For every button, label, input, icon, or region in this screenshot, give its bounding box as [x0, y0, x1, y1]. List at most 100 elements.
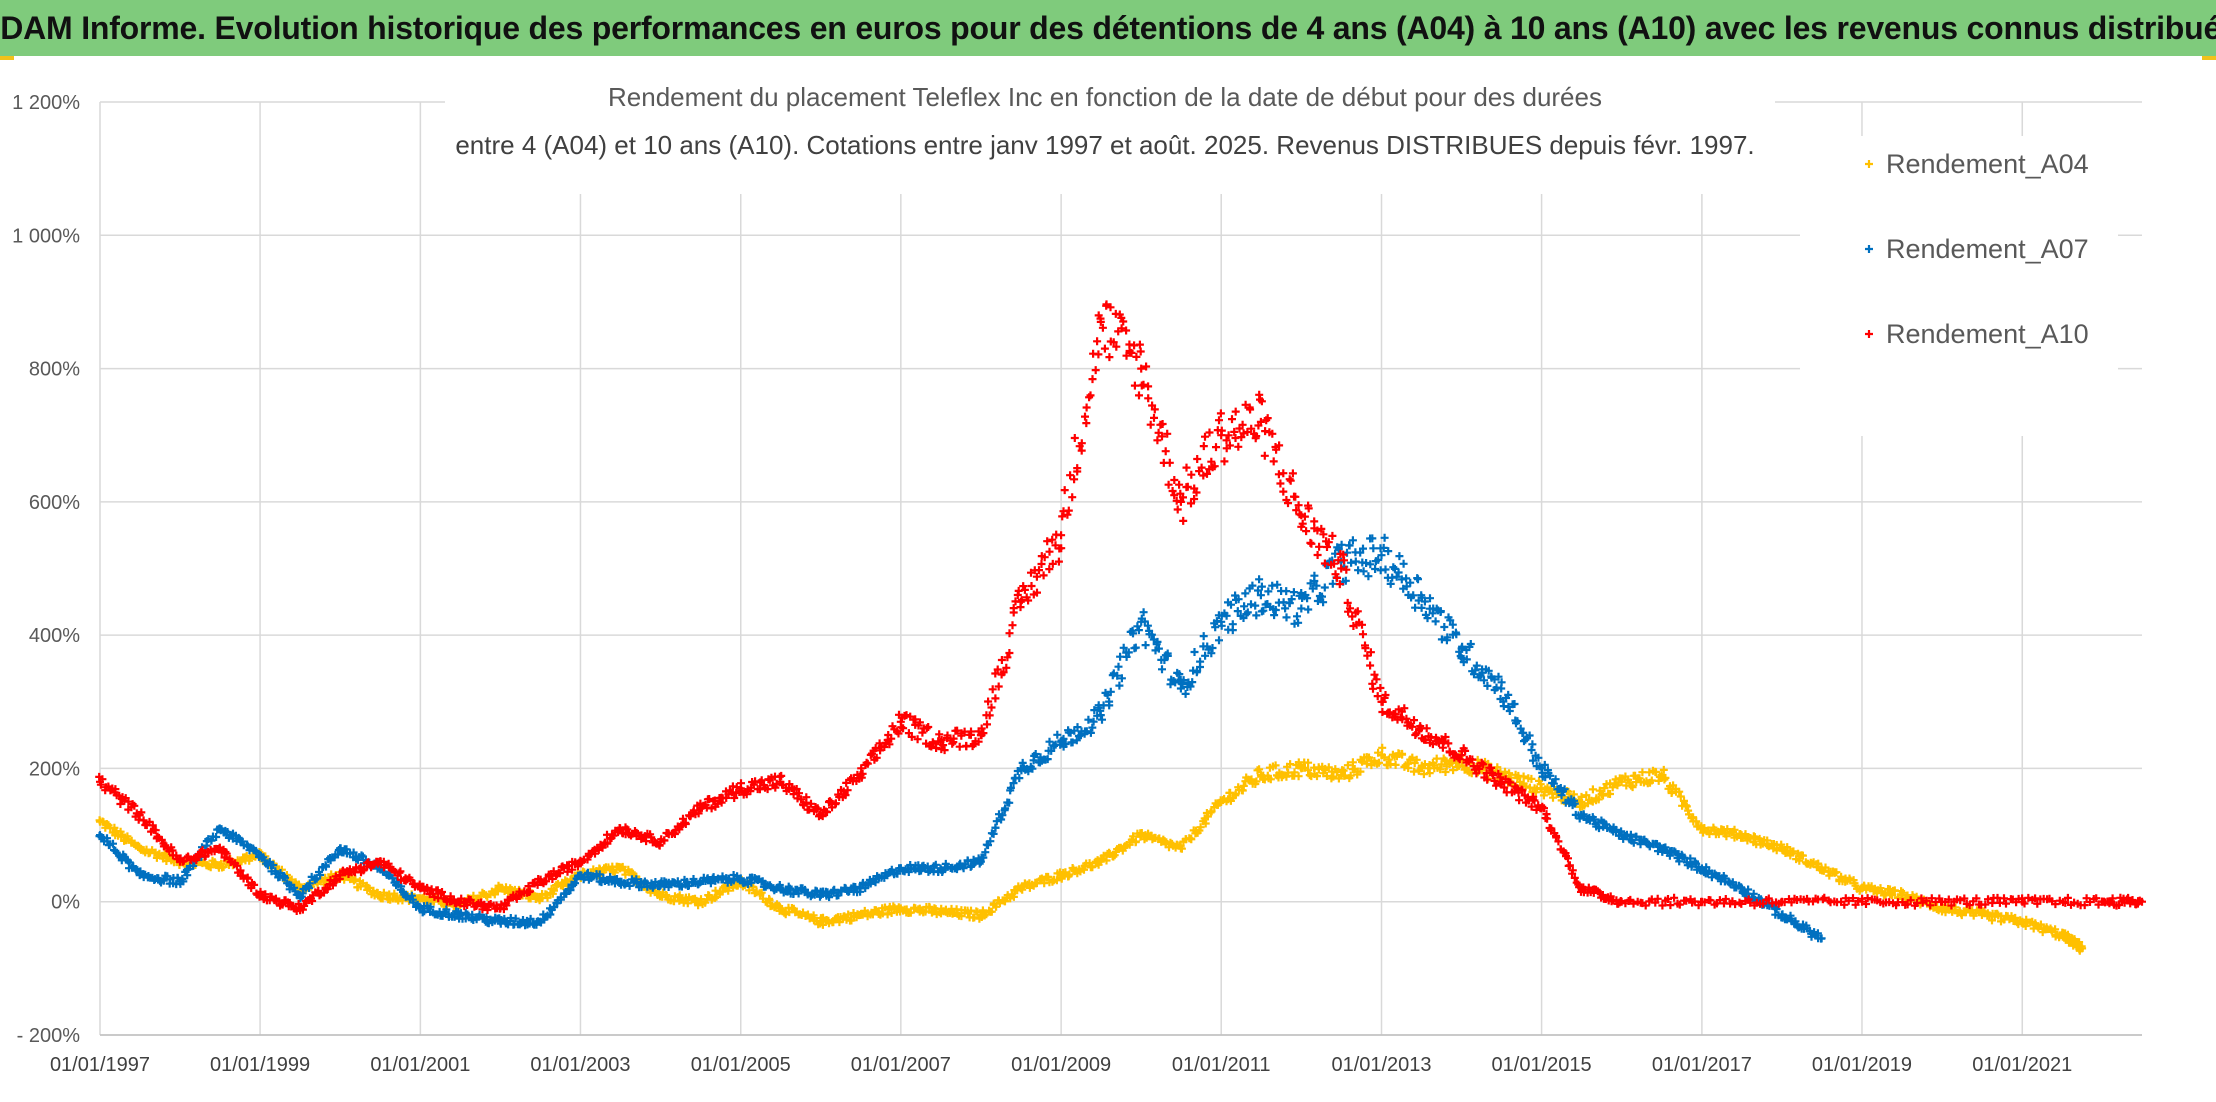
- rendement-a10-point: [1565, 861, 1574, 870]
- rendement-a10-point: [1096, 317, 1105, 326]
- rendement-a07-point: [1117, 674, 1126, 683]
- rendement-a07-point: [1061, 740, 1070, 748]
- rendement-a07-point: [1497, 684, 1506, 693]
- rendement-a10-point: [1298, 519, 1307, 528]
- rendement-a10-point: [1721, 895, 1730, 903]
- rendement-a07-point: [409, 898, 418, 907]
- rendement-a07-point: [825, 893, 834, 902]
- rendement-a04-point: [1404, 764, 1413, 772]
- rendement-a07-point: [1381, 565, 1390, 574]
- rendement-a10-point: [1641, 901, 1650, 910]
- rendement-a07-point: [576, 871, 585, 880]
- rendement-a07-point: [1281, 604, 1290, 613]
- rendement-a10-point: [2024, 893, 2033, 902]
- rendement-a10-point: [1020, 585, 1029, 594]
- legend-label: Rendement_A07: [1886, 234, 2089, 264]
- rendement-a07-point: [96, 831, 104, 840]
- rendement-a07-point: [1697, 864, 1706, 873]
- rendement-a10-point: [2018, 897, 2027, 906]
- rendement-a07-point: [1772, 905, 1781, 914]
- rendement-a07-point: [1179, 676, 1188, 685]
- rendement-a10-point: [1377, 697, 1386, 706]
- rendement-a04-point: [1617, 777, 1626, 786]
- rendement-a04-point: [1348, 758, 1357, 767]
- rendement-a04-point: [970, 913, 979, 922]
- rendement-a10-point: [1885, 898, 1894, 907]
- rendement-a10-point: [1664, 895, 1672, 903]
- rendement-a10-point: [1492, 781, 1501, 790]
- rendement-a10-point: [1292, 506, 1301, 515]
- rendement-a07-point: [616, 877, 625, 886]
- rendement-a10-point: [1231, 407, 1240, 416]
- rendement-a10-point: [1060, 486, 1069, 495]
- rendement-a10-point: [1170, 491, 1179, 500]
- rendement-a10-point: [1317, 524, 1326, 533]
- rendement-a10-point: [1330, 559, 1338, 568]
- rendement-a10-point: [396, 867, 405, 876]
- rendement-a10-point: [1268, 429, 1277, 438]
- rendement-a04-point: [1096, 857, 1105, 866]
- rendement-a07-point: [1374, 555, 1383, 564]
- x-tick-label: 01/01/1999: [210, 1054, 310, 1076]
- rendement-a07-point: [1414, 575, 1422, 584]
- rendement-a10-point: [1048, 535, 1057, 544]
- rendement-a10-point: [1670, 893, 1679, 902]
- rendement-a10-point: [993, 665, 1002, 674]
- rendement-a07-point: [981, 848, 990, 857]
- legend-background: [1800, 136, 2118, 436]
- rendement-a10-point: [899, 724, 908, 733]
- rendement-a07-point: [1423, 614, 1432, 623]
- rendement-a10-point: [1972, 894, 1981, 903]
- rendement-a10-point: [1500, 783, 1509, 792]
- legend-label: Rendement_A10: [1886, 319, 2089, 349]
- rendement-a07-point: [1516, 724, 1525, 733]
- rendement-a10-point: [1161, 447, 1170, 456]
- rendement-a07-point: [1577, 811, 1586, 820]
- legend-item: Rendement_A10: [1865, 319, 2089, 349]
- y-tick-label: 800%: [29, 359, 80, 381]
- rendement-a10-point: [705, 795, 714, 803]
- rendement-a10-point: [1483, 775, 1492, 784]
- rendement-a10-point: [1158, 432, 1166, 441]
- rendement-a10-point: [1417, 724, 1426, 733]
- rendement-a10-point: [1527, 802, 1536, 811]
- rendement-a04-point: [1201, 819, 1210, 828]
- rendement-a10-point: [1234, 442, 1243, 451]
- rendement-a04-point: [1304, 766, 1313, 775]
- rendement-a04-point: [1271, 761, 1280, 770]
- rendement-a10-point: [1199, 442, 1208, 451]
- rendement-a07-point: [207, 836, 216, 845]
- rendement-a07-point: [1082, 727, 1091, 736]
- rendement-a07-point: [1113, 671, 1122, 680]
- chart-canvas: - 200% 0% 200% 400% 600% 800% 1 000% 1 200% 01/0…: [12, 82, 2146, 1076]
- rendement-a10-point: [1269, 457, 1278, 466]
- rendement-a10-point: [1328, 531, 1337, 540]
- rendement-a10-point: [999, 668, 1008, 677]
- data-points: [95, 300, 2146, 955]
- rendement-a07-point: [1264, 587, 1273, 596]
- chart-title-line2: entre 4 (A04) et 10 ans (A10). Cotations…: [455, 130, 1754, 160]
- rendement-a04-point: [1789, 847, 1798, 856]
- rendement-a10-point: [1035, 566, 1043, 575]
- rendement-a07-point: [1570, 799, 1579, 808]
- rendement-a07-point: [1817, 934, 1826, 943]
- rendement-a10-point: [295, 904, 304, 913]
- rendement-a10-point: [526, 887, 534, 896]
- x-tick-label: 01/01/2001: [370, 1054, 470, 1076]
- rendement-a10-point: [233, 861, 241, 870]
- rendement-a10-point: [681, 820, 690, 828]
- rendement-a10-point: [792, 785, 801, 793]
- rendement-a10-point: [1764, 894, 1773, 903]
- rendement-a10-point: [1176, 497, 1185, 506]
- rendement-a04-point: [2036, 920, 2045, 929]
- rendement-a07-point: [212, 833, 221, 841]
- rendement-a07-point: [1337, 540, 1346, 549]
- rendement-a10-point: [1547, 824, 1556, 833]
- rendement-a10-point: [1369, 684, 1377, 693]
- rendement-a10-point: [1938, 897, 1946, 906]
- rendement-a10-point: [1564, 854, 1572, 863]
- corner-mark-right: [2202, 56, 2216, 60]
- rendement-a10-point: [988, 685, 997, 694]
- legend-marker: [1865, 245, 1873, 253]
- rendement-a07-point: [1028, 764, 1037, 773]
